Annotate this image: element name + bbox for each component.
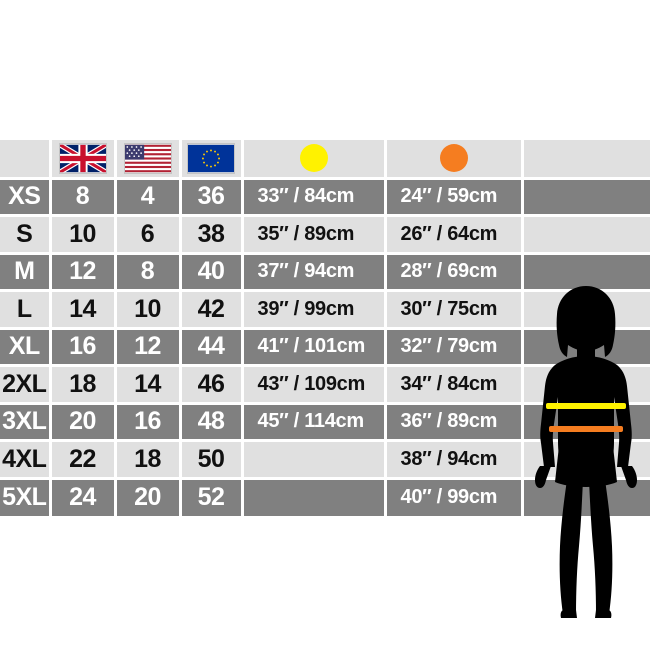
cell-us: 10 [115, 289, 182, 328]
header-figure [522, 140, 650, 178]
cell-size: 3XL [0, 401, 52, 441]
cell-figure [522, 214, 650, 253]
cell-us: 16 [115, 401, 182, 441]
cell-bust: 39″ / 99cm [242, 289, 387, 328]
table-row: M 12 8 40 37″ / 94cm 28″ / 69cm [0, 251, 650, 291]
cell-uk: 8 [50, 176, 117, 216]
cell-uk: 16 [50, 326, 117, 366]
cell-us: 4 [115, 176, 182, 216]
cell-uk: 22 [50, 439, 117, 478]
cell-eu: 42 [180, 289, 244, 328]
cell-size: XL [0, 326, 52, 366]
cell-bust: 35″ / 89cm [242, 214, 387, 253]
cell-us: 12 [115, 326, 182, 366]
cell-bust: 33″ / 84cm [242, 176, 387, 216]
table-row: 2XL 18 14 46 43″ / 109cm 34″ / 84cm [0, 364, 650, 403]
eu-flag-icon [182, 144, 241, 173]
cell-eu: 44 [180, 326, 244, 366]
cell-waist: 32″ / 79cm [385, 326, 524, 366]
cell-size: M [0, 251, 52, 291]
cell-us: 14 [115, 364, 182, 403]
cell-size: S [0, 214, 52, 253]
header-eu [180, 140, 244, 178]
cell-waist: 38″ / 94cm [385, 439, 524, 478]
header-waist [385, 140, 524, 178]
cell-eu: 36 [180, 176, 244, 216]
cell-figure [522, 326, 650, 366]
cell-eu: 52 [180, 476, 244, 516]
cell-eu: 38 [180, 214, 244, 253]
size-chart: XS 8 4 36 33″ / 84cm 24″ / 59cm S 10 6 38 35″ / 89… [0, 140, 650, 618]
cell-waist: 24″ / 59cm [385, 176, 524, 216]
cell-bust: 37″ / 94cm [242, 251, 387, 291]
cell-waist: 36″ / 89cm [385, 401, 524, 441]
cell-figure [522, 476, 650, 516]
cell-us: 20 [115, 476, 182, 516]
cell-figure [522, 251, 650, 291]
cell-size: 5XL [0, 476, 52, 516]
table-row: 5XL 24 20 52 40″ / 99cm [0, 476, 650, 516]
table-row: S 10 6 38 35″ / 89cm 26″ / 64cm [0, 214, 650, 253]
cell-eu: 40 [180, 251, 244, 291]
cell-bust: 43″ / 109cm [242, 364, 387, 403]
table-header-row [0, 140, 650, 178]
table-row: XS 8 4 36 33″ / 84cm 24″ / 59cm [0, 176, 650, 216]
table-row: XL 16 12 44 41″ / 101cm 32″ / 79cm [0, 326, 650, 366]
cell-us: 8 [115, 251, 182, 291]
cell-uk: 14 [50, 289, 117, 328]
cell-size: 2XL [0, 364, 52, 403]
size-conversion-table: XS 8 4 36 33″ / 84cm 24″ / 59cm S 10 6 38 35″ / 89… [0, 140, 650, 516]
cell-uk: 24 [50, 476, 117, 516]
cell-size: L [0, 289, 52, 328]
cell-waist: 28″ / 69cm [385, 251, 524, 291]
cell-eu: 48 [180, 401, 244, 441]
header-bust [242, 140, 387, 178]
cell-bust [242, 476, 387, 516]
cell-uk: 18 [50, 364, 117, 403]
cell-figure [522, 364, 650, 403]
cell-waist: 26″ / 64cm [385, 214, 524, 253]
header-uk [50, 140, 117, 178]
cell-us: 6 [115, 214, 182, 253]
cell-figure [522, 439, 650, 478]
yellow-dot-icon [299, 144, 328, 173]
cell-us: 18 [115, 439, 182, 478]
header-us [115, 140, 182, 178]
cell-bust: 41″ / 101cm [242, 326, 387, 366]
cell-figure [522, 289, 650, 328]
header-size-label [0, 140, 52, 178]
table-row: 4XL 22 18 50 38″ / 94cm [0, 439, 650, 478]
cell-figure [522, 401, 650, 441]
cell-eu: 46 [180, 364, 244, 403]
cell-waist: 30″ / 75cm [385, 289, 524, 328]
orange-dot-icon [439, 144, 468, 173]
table-row: 3XL 20 16 48 45″ / 114cm 36″ / 89cm [0, 401, 650, 441]
cell-uk: 10 [50, 214, 117, 253]
cell-uk: 20 [50, 401, 117, 441]
table-row: L 14 10 42 39″ / 99cm 30″ / 75cm [0, 289, 650, 328]
cell-waist: 40″ / 99cm [385, 476, 524, 516]
us-flag-icon [117, 144, 179, 173]
cell-bust: 45″ / 114cm [242, 401, 387, 441]
cell-eu: 50 [180, 439, 244, 478]
cell-bust [242, 439, 387, 478]
cell-size: XS [0, 176, 52, 216]
uk-flag-icon [52, 144, 114, 173]
cell-size: 4XL [0, 439, 52, 478]
cell-waist: 34″ / 84cm [385, 364, 524, 403]
cell-figure [522, 176, 650, 216]
cell-uk: 12 [50, 251, 117, 291]
